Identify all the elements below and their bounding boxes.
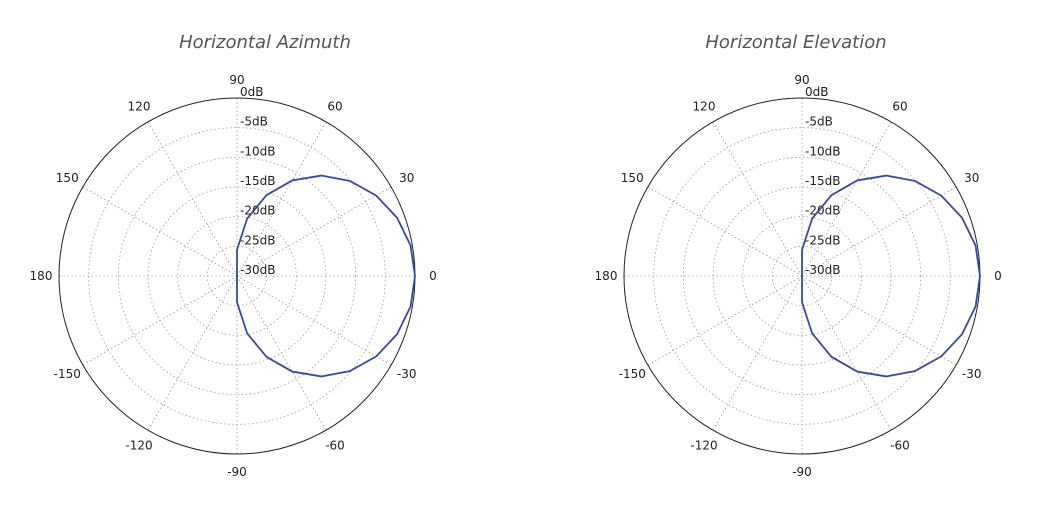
- angular-grid-line: [147, 121, 238, 277]
- angle-tick-label: 120: [128, 99, 151, 113]
- angle-tick-label: -90: [792, 465, 812, 479]
- radial-tick-label: -25dB: [240, 233, 275, 247]
- angle-tick-label: -60: [890, 439, 910, 453]
- azimuth-panel: Horizontal Azimuth 0 30 60 90 120 150 180 -150 -…: [0, 0, 530, 519]
- radial-grid-ring: [117, 156, 357, 396]
- angular-grid-line: [801, 121, 892, 277]
- radial-tick-label: 0dB: [805, 85, 828, 99]
- angular-grid-line: [147, 275, 238, 431]
- radial-tick-label: -20dB: [240, 204, 275, 218]
- angular-grid-line: [647, 275, 803, 366]
- angle-tick-label: -90: [227, 465, 247, 479]
- angular-grid-line: [236, 275, 392, 366]
- azimuth-polar-plot: 0 30 60 90 120 150 180 -150 -120 -90 -60 -30 -30dB -2…: [30, 73, 437, 479]
- angle-tick-label: -150: [619, 367, 646, 381]
- angular-grid-line: [236, 121, 327, 277]
- radial-grid-ring: [206, 245, 268, 307]
- angle-tick-label: 120: [693, 99, 716, 113]
- angle-tick-label: 90: [229, 73, 244, 87]
- angle-tick-label: -30: [962, 367, 982, 381]
- angle-tick-label: -60: [325, 439, 345, 453]
- angle-tick-label: 150: [56, 171, 79, 185]
- angle-tick-label: 90: [794, 73, 809, 87]
- angular-grid-line: [236, 275, 327, 431]
- angle-tick-label: 30: [964, 171, 979, 185]
- radial-grid-ring: [682, 156, 922, 396]
- radial-tick-label: -30dB: [240, 263, 275, 277]
- angle-tick-label: -30: [397, 367, 417, 381]
- angular-grid-line: [82, 275, 238, 366]
- angle-tick-label: -120: [690, 439, 717, 453]
- radial-tick-label: -20dB: [805, 204, 840, 218]
- radial-tick-label: -5dB: [805, 115, 833, 129]
- angle-tick-label: 150: [621, 171, 644, 185]
- radial-tick-label: -30dB: [805, 263, 840, 277]
- radial-tick-label: -10dB: [805, 144, 840, 158]
- angular-grid-line: [801, 275, 957, 366]
- radial-tick-label: -5dB: [240, 115, 268, 129]
- radial-tick-label: -10dB: [240, 144, 275, 158]
- radial-tick-label: -15dB: [805, 174, 840, 188]
- radial-tick-label: -15dB: [240, 174, 275, 188]
- angle-tick-label: -150: [54, 367, 81, 381]
- angular-grid-line: [712, 275, 803, 431]
- radial-grid-ring: [177, 216, 297, 336]
- angle-tick-label: 0: [994, 269, 1002, 283]
- angle-tick-label: 0: [429, 269, 437, 283]
- elevation-polar-plot: 0 30 60 90 120 150 180 -150 -120 -90 -60 -30 -30dB -2…: [595, 73, 1002, 479]
- angular-grid-line: [801, 275, 892, 431]
- angular-grid-line: [712, 121, 803, 277]
- radial-grid-ring: [771, 245, 833, 307]
- angular-grid-line: [647, 186, 803, 277]
- pattern-series-line: [801, 174, 981, 378]
- azimuth-chart-title: Horizontal Azimuth: [179, 32, 351, 53]
- angle-tick-label: 180: [30, 269, 53, 283]
- angular-grid-line: [236, 186, 392, 277]
- angular-grid-line: [801, 186, 957, 277]
- elevation-chart-title: Horizontal Elevation: [705, 32, 887, 53]
- elevation-panel: Horizontal Elevation 0 30 60 90 120 150 180 -15…: [531, 0, 1061, 519]
- angle-tick-label: 180: [595, 269, 618, 283]
- angle-tick-label: -120: [125, 439, 152, 453]
- pattern-series-line: [236, 174, 416, 378]
- radial-tick-label: 0dB: [240, 85, 263, 99]
- angle-tick-label: 30: [399, 171, 414, 185]
- angle-tick-label: 60: [327, 99, 342, 113]
- angle-tick-label: 60: [892, 99, 907, 113]
- radial-grid-ring: [742, 216, 862, 336]
- angular-grid-line: [82, 186, 238, 277]
- radial-tick-label: -25dB: [805, 233, 840, 247]
